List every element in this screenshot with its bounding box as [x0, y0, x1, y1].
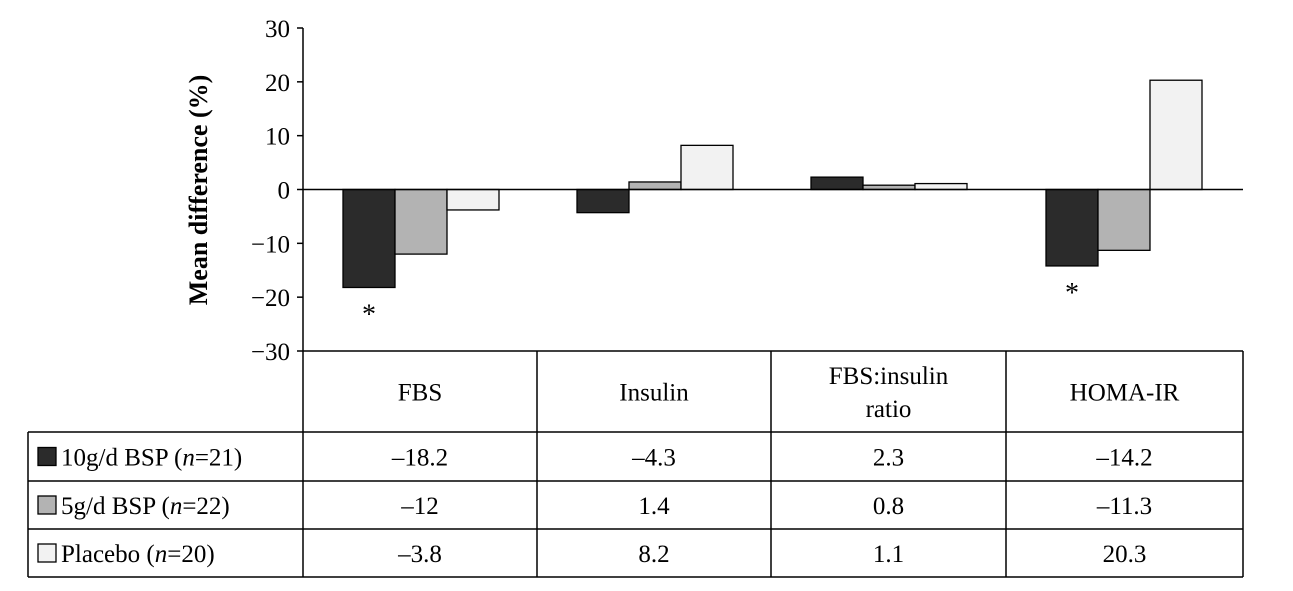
value-cell: –3.8	[397, 541, 442, 568]
bar	[576, 188, 630, 214]
value-cell: 0.8	[873, 493, 904, 520]
legend-label: 10g/d BSP (n=21)	[61, 445, 242, 472]
category-label: HOMA-IR	[1070, 380, 1180, 407]
legend-label-part: 10g/d BSP (	[61, 445, 182, 472]
significance-marker: *	[362, 299, 376, 330]
value-cell: 8.2	[638, 541, 669, 568]
y-tick-label: 0	[278, 178, 291, 205]
legend-swatch	[37, 495, 57, 515]
y-axis-label: Mean difference (%)	[184, 75, 213, 306]
legend-label-part: n	[155, 541, 168, 568]
bar	[342, 188, 396, 289]
y-tick-label: 20	[265, 70, 290, 97]
bar	[446, 188, 500, 211]
value-cell: –14.2	[1095, 445, 1152, 472]
category-label: FBS:insulin	[829, 363, 949, 390]
value-cell: –11.3	[1096, 493, 1152, 520]
legend-label-part: =20)	[167, 541, 214, 568]
legend-label-part: =21)	[195, 445, 242, 472]
bar	[1045, 188, 1099, 267]
category-label: Insulin	[619, 380, 689, 407]
value-cell: –4.3	[631, 445, 676, 472]
value-cell: 20.3	[1103, 541, 1147, 568]
legend-label-part: =22)	[182, 493, 229, 520]
legend-label-part: n	[170, 493, 183, 520]
bar	[810, 176, 864, 191]
category-label: FBS	[398, 380, 442, 407]
bar	[394, 188, 448, 255]
y-tick-label: −30	[251, 339, 290, 366]
legend-label: Placebo (n=20)	[61, 541, 215, 568]
y-tick-label: −10	[251, 231, 290, 258]
value-cell: –18.2	[391, 445, 448, 472]
bar	[914, 182, 968, 191]
y-tick-label: 10	[265, 124, 290, 151]
y-tick-label: −20	[251, 285, 290, 312]
y-tick-label: 30	[265, 16, 290, 43]
bar	[680, 144, 734, 191]
value-cell: 1.4	[638, 493, 670, 520]
bar	[628, 181, 682, 191]
legend-label: 5g/d BSP (n=22)	[61, 493, 230, 520]
significance-marker: *	[1065, 278, 1079, 309]
legend-label-part: n	[182, 445, 195, 472]
value-cell: 2.3	[873, 445, 904, 472]
bar	[1149, 79, 1203, 191]
bar	[1097, 188, 1151, 251]
category-label: ratio	[866, 396, 912, 423]
legend-swatch	[37, 446, 57, 467]
value-cell: –12	[400, 493, 439, 520]
value-cell: 1.1	[873, 541, 904, 568]
legend-label-part: Placebo (	[61, 541, 155, 568]
legend-label-part: 5g/d BSP (	[61, 493, 170, 520]
legend-swatch	[37, 543, 57, 563]
